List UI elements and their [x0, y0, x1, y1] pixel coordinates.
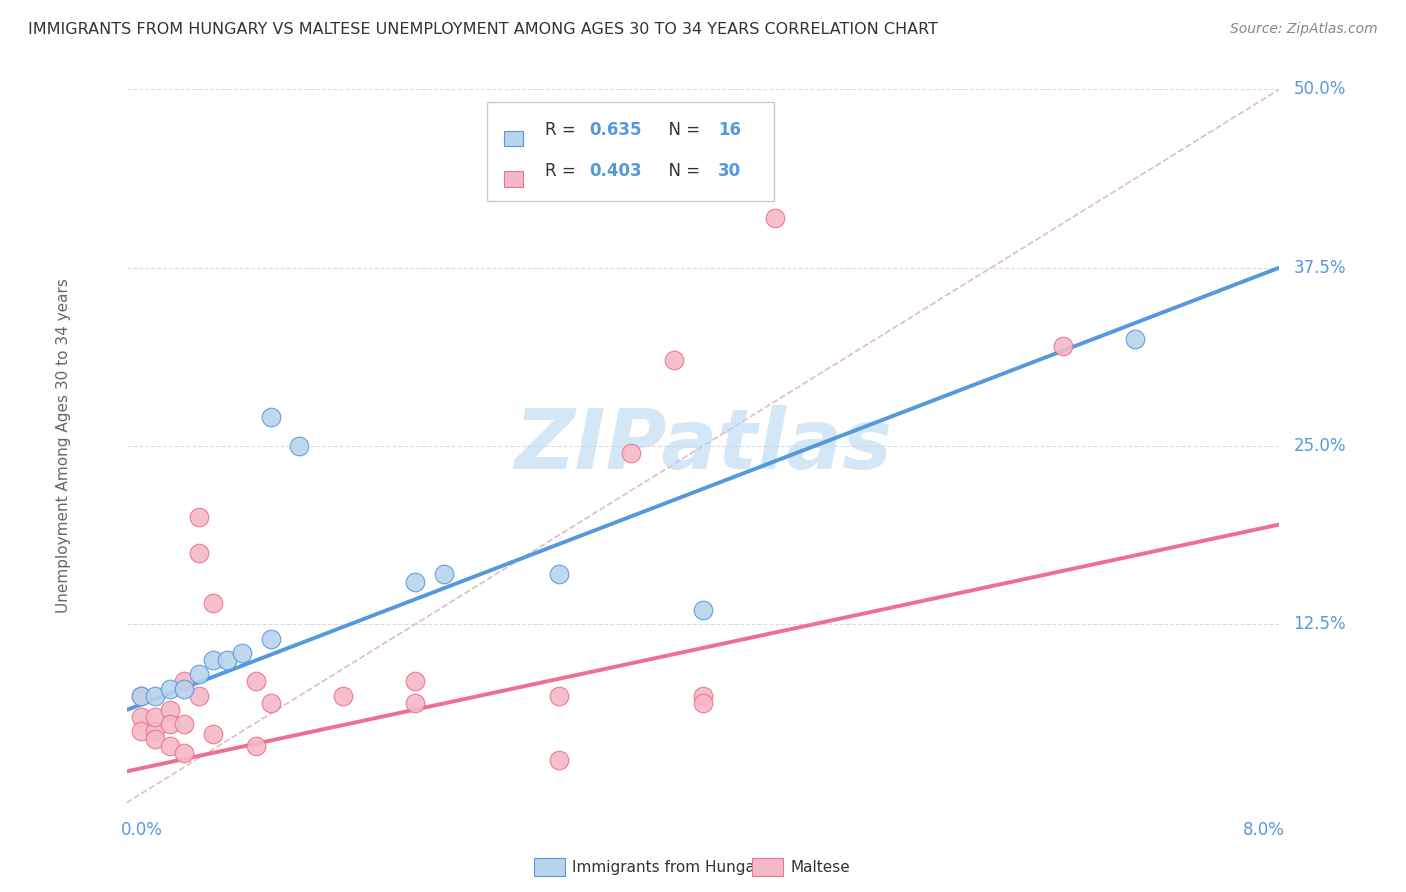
Point: [692, 696, 714, 710]
Point: [173, 674, 195, 689]
Point: [145, 689, 166, 703]
Point: [202, 653, 225, 667]
Point: [548, 567, 571, 582]
Point: [129, 710, 152, 724]
Text: 37.5%: 37.5%: [1294, 259, 1346, 277]
Text: 0.403: 0.403: [589, 162, 641, 180]
Point: [187, 510, 209, 524]
Point: [288, 439, 311, 453]
Point: [245, 674, 267, 689]
FancyBboxPatch shape: [503, 171, 523, 187]
Text: N =: N =: [658, 121, 706, 139]
Text: Source: ZipAtlas.com: Source: ZipAtlas.com: [1230, 22, 1378, 37]
Text: 16: 16: [718, 121, 741, 139]
Text: 30: 30: [718, 162, 741, 180]
Point: [159, 681, 181, 696]
Point: [664, 353, 686, 368]
Point: [548, 753, 571, 767]
Point: [692, 689, 714, 703]
Point: [231, 646, 253, 660]
Point: [159, 717, 181, 731]
Point: [129, 689, 152, 703]
Point: [217, 653, 239, 667]
Point: [202, 596, 225, 610]
Point: [259, 696, 281, 710]
Point: [259, 410, 281, 425]
Text: 8.0%: 8.0%: [1243, 821, 1285, 838]
Point: [692, 603, 714, 617]
Text: N =: N =: [658, 162, 706, 180]
Point: [173, 681, 195, 696]
Point: [159, 739, 181, 753]
Text: R =: R =: [546, 121, 581, 139]
Point: [173, 717, 195, 731]
Text: 12.5%: 12.5%: [1294, 615, 1346, 633]
Point: [145, 731, 166, 746]
Text: 0.635: 0.635: [589, 121, 641, 139]
Point: [187, 546, 209, 560]
Text: R =: R =: [546, 162, 581, 180]
Point: [129, 724, 152, 739]
Point: [763, 211, 786, 225]
Point: [202, 727, 225, 741]
Point: [145, 710, 166, 724]
Point: [404, 674, 426, 689]
Text: 25.0%: 25.0%: [1294, 437, 1346, 455]
Point: [404, 574, 426, 589]
Text: 0.0%: 0.0%: [121, 821, 163, 838]
Text: Immigrants from Hungary: Immigrants from Hungary: [572, 860, 770, 874]
Point: [620, 446, 643, 460]
Text: IMMIGRANTS FROM HUNGARY VS MALTESE UNEMPLOYMENT AMONG AGES 30 TO 34 YEARS CORREL: IMMIGRANTS FROM HUNGARY VS MALTESE UNEMP…: [28, 22, 938, 37]
Point: [145, 724, 166, 739]
Point: [259, 632, 281, 646]
Point: [173, 746, 195, 760]
Point: [245, 739, 267, 753]
Point: [129, 689, 152, 703]
Text: 50.0%: 50.0%: [1294, 80, 1346, 98]
Point: [1125, 332, 1147, 346]
Text: ZIPatlas: ZIPatlas: [515, 406, 891, 486]
FancyBboxPatch shape: [488, 102, 775, 202]
Point: [159, 703, 181, 717]
Point: [433, 567, 456, 582]
Point: [187, 667, 209, 681]
Text: Maltese: Maltese: [790, 860, 849, 874]
Text: Unemployment Among Ages 30 to 34 years: Unemployment Among Ages 30 to 34 years: [56, 278, 70, 614]
Point: [187, 689, 209, 703]
Point: [548, 689, 571, 703]
Point: [332, 689, 354, 703]
FancyBboxPatch shape: [503, 130, 523, 146]
Point: [1052, 339, 1074, 353]
Point: [404, 696, 426, 710]
